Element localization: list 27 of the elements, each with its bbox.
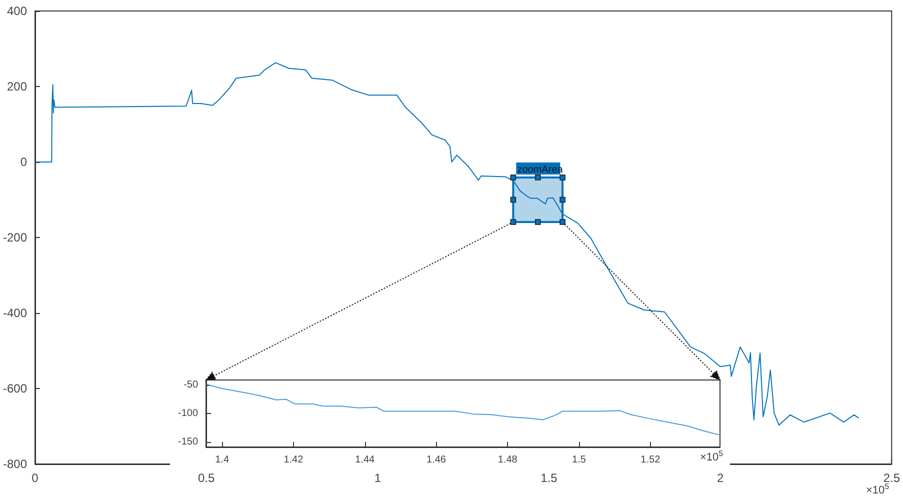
x-tick-label: 1.4 <box>215 454 230 466</box>
y-tick-label: -50 <box>184 380 198 391</box>
x-tick-label: 1.5 <box>572 454 586 466</box>
y-tick-label: 400 <box>6 4 28 18</box>
x-tick-label: 1.5 <box>540 471 558 485</box>
x-tick-label: 0.5 <box>198 471 216 485</box>
x-tick-label: 1.42 <box>284 454 304 466</box>
y-tick-label: -150 <box>178 436 198 448</box>
annotation: ×10$^{5}$ <box>700 449 724 464</box>
y-tick-label: -400 <box>2 306 28 320</box>
x-tick-label: 0 <box>32 471 39 485</box>
y-tick-label: -200 <box>2 230 28 244</box>
x-tick-label: 2 <box>716 471 724 485</box>
y-tick-label: -100 <box>178 408 198 419</box>
x-tick-label: 2.5 <box>883 471 900 485</box>
text: ×10$^{5}$ <box>866 482 890 497</box>
y-tick-label: 200 <box>6 80 28 94</box>
x-tick-label: 1.52 <box>640 454 661 466</box>
x-tick-label: 1.44 <box>355 454 376 466</box>
y-tick-label: -800 <box>2 457 28 471</box>
line-series <box>34 62 860 426</box>
x-tick-label: 1 <box>374 471 382 485</box>
line-series <box>206 384 720 436</box>
y-tick-label: 0 <box>20 155 28 169</box>
x-tick-label: 1.46 <box>426 454 446 466</box>
x-tick-label: 1.48 <box>498 454 518 466</box>
y-tick-label: -600 <box>2 382 28 396</box>
